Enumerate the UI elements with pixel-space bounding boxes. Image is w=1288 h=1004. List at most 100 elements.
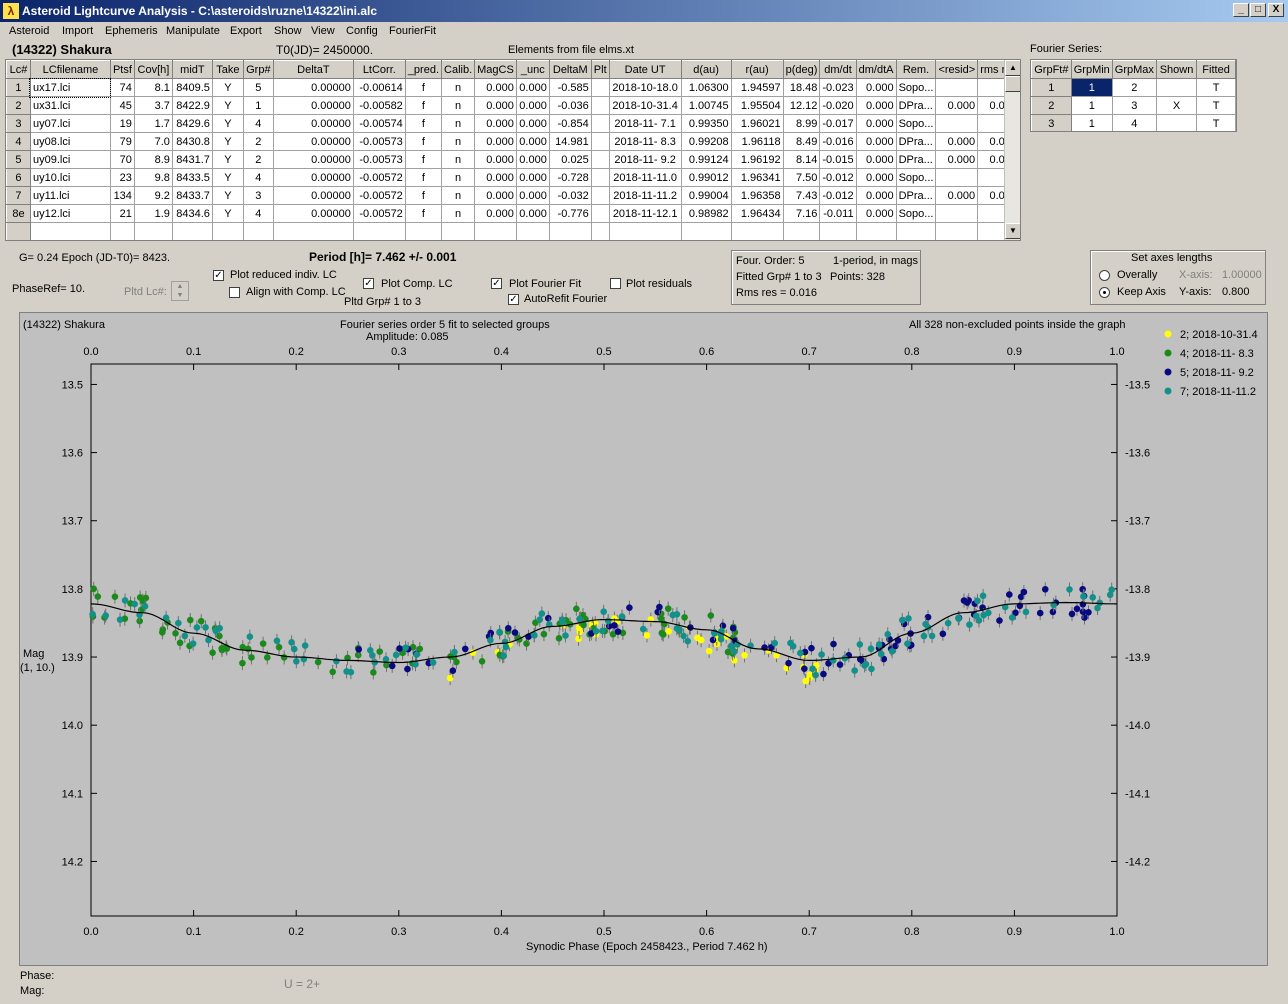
menu-import[interactable]: Import	[62, 25, 94, 37]
table-cell[interactable]: uy10.lci	[29, 168, 111, 187]
table-cell[interactable]: -0.023	[819, 78, 857, 97]
table-cell[interactable]: 8431.7	[171, 150, 213, 169]
table-cell[interactable]: 2018-11- 9.2	[608, 150, 682, 169]
fourier-column-header[interactable]: Shown	[1155, 60, 1198, 79]
table-cell[interactable]: 2018-11-11.2	[608, 186, 682, 205]
column-header[interactable]: Calib.	[441, 60, 476, 79]
column-header[interactable]: DeltaT	[272, 60, 354, 79]
menu-fourierfit[interactable]: FourierFit	[389, 25, 437, 37]
table-cell[interactable]: uy08.lci	[29, 132, 111, 151]
row-header[interactable]: 3	[6, 114, 31, 133]
table-cell[interactable]: 0.000	[474, 96, 517, 115]
menu-asteroid[interactable]: Asteroid	[9, 25, 50, 37]
pltd-lc-spinner[interactable]: ▲ ▼	[171, 281, 189, 301]
table-cell[interactable]: DPra...	[895, 186, 937, 205]
fourier-cell[interactable]: T	[1196, 78, 1236, 97]
menu-show[interactable]: Show	[274, 25, 302, 37]
table-cell[interactable]: 0.00000	[272, 150, 354, 169]
column-header[interactable]: Cov[h]	[133, 60, 173, 79]
table-cell[interactable]: 1.9	[133, 204, 173, 223]
table-cell[interactable]: Y	[211, 114, 244, 133]
scroll-thumb[interactable]	[1005, 76, 1020, 92]
table-cell[interactable]: -0.585	[548, 78, 592, 97]
table-cell[interactable]: 0.99208	[680, 132, 732, 151]
table-cell[interactable]	[730, 222, 784, 240]
plot-fourier-checkbox[interactable]: ✓	[491, 278, 502, 289]
table-cell[interactable]: -0.854	[548, 114, 592, 133]
table-cell[interactable]	[211, 222, 244, 240]
table-cell[interactable]: -0.00614	[352, 78, 406, 97]
table-cell[interactable]: 1.96434	[730, 204, 784, 223]
minimize-button[interactable]: _	[1233, 3, 1249, 17]
table-cell[interactable]: n	[441, 96, 476, 115]
table-cell[interactable]: uy09.lci	[29, 150, 111, 169]
table-cell[interactable]: 0.99004	[680, 186, 732, 205]
table-cell[interactable]: -0.776	[548, 204, 592, 223]
fourier-cell[interactable]: 1	[1070, 78, 1113, 97]
table-cell[interactable]: 0.000	[855, 204, 897, 223]
column-header[interactable]: Plt	[590, 60, 610, 79]
table-cell[interactable]: 2018-11-12.1	[608, 204, 682, 223]
table-cell[interactable]: -0.020	[819, 96, 857, 115]
table-cell[interactable]	[404, 222, 443, 240]
table-cell[interactable]: 0.000	[474, 168, 517, 187]
column-header[interactable]: LCfilename	[29, 60, 111, 79]
column-header[interactable]: MagCS	[474, 60, 517, 79]
table-cell[interactable]: 0.000	[855, 78, 897, 97]
table-cell[interactable]: 45	[109, 96, 135, 115]
fourier-cell[interactable]: T	[1196, 114, 1236, 131]
fourier-row-header[interactable]: 1	[1031, 78, 1072, 97]
table-cell[interactable]: 0.000	[515, 168, 550, 187]
menu-export[interactable]: Export	[230, 25, 262, 37]
table-cell[interactable]: 12.12	[782, 96, 821, 115]
table-cell[interactable]: n	[441, 150, 476, 169]
table-cell[interactable]: -0.00573	[352, 132, 406, 151]
table-cell[interactable]: -0.032	[548, 186, 592, 205]
menu-ephemeris[interactable]: Ephemeris	[105, 25, 158, 37]
table-cell[interactable]: 2018-11-11.0	[608, 168, 682, 187]
plot-residuals-checkbox[interactable]	[610, 278, 621, 289]
table-cell[interactable]	[441, 222, 476, 240]
table-cell[interactable]	[171, 222, 213, 240]
table-cell[interactable]: n	[441, 114, 476, 133]
fourier-column-header[interactable]: GrpMax	[1111, 60, 1157, 79]
menu-config[interactable]: Config	[346, 25, 378, 37]
table-cell[interactable]: 1.96341	[730, 168, 784, 187]
table-cell[interactable]: 1.7	[133, 114, 173, 133]
table-cell[interactable]: 134	[109, 186, 135, 205]
table-cell[interactable]: uy07.lci	[29, 114, 111, 133]
fourier-cell[interactable]	[1155, 114, 1198, 131]
table-row[interactable]: 1 ux17.lci 74 8.1 8409.5 Y 5 0.00000 -0.00614 f n 0…	[6, 77, 1020, 98]
keep-axis-radio[interactable]	[1099, 287, 1110, 298]
table-cell[interactable]: 0.00000	[272, 186, 354, 205]
table-cell[interactable]: 18.48	[782, 78, 821, 97]
table-cell[interactable]	[895, 222, 937, 240]
table-cell[interactable]	[819, 222, 857, 240]
menu-view[interactable]: View	[311, 25, 335, 37]
table-cell[interactable]: DPra...	[895, 96, 937, 115]
fourier-row-header[interactable]: 2	[1031, 96, 1072, 115]
table-cell[interactable]: 0.000	[855, 114, 897, 133]
table-cell[interactable]: Sopo...	[895, 78, 937, 97]
table-cell[interactable]: n	[441, 168, 476, 187]
table-cell[interactable]: 0.000	[855, 168, 897, 187]
table-cell[interactable]: 0.000	[855, 186, 897, 205]
table-row[interactable]: 7 uy11.lci 134 9.2 8433.7 Y 3 0.00000 -0.00572 f n…	[6, 186, 1020, 205]
scroll-down-icon[interactable]: ▼	[1005, 223, 1020, 239]
table-row[interactable]: 6 uy10.lci 23 9.8 8433.5 Y 4 0.00000 -0.00572 f n 0…	[6, 168, 1020, 187]
table-cell[interactable]: 0.000	[935, 150, 979, 169]
column-header[interactable]: Grp#	[242, 60, 274, 79]
column-header[interactable]: _pred.	[404, 60, 443, 79]
table-cell[interactable]: 0.00000	[272, 114, 354, 133]
autorefit-checkbox[interactable]: ✓	[508, 294, 519, 305]
row-header[interactable]: 2	[6, 96, 31, 115]
yaxis-value[interactable]: 0.800	[1222, 286, 1250, 298]
fourier-column-header[interactable]: GrpFt#	[1031, 60, 1072, 79]
align-comp-checkbox[interactable]	[229, 287, 240, 298]
table-cell[interactable]: 0.99012	[680, 168, 732, 187]
close-button[interactable]: X	[1268, 3, 1284, 17]
table-row[interactable]: 2 ux31.lci 45 3.7 8422.9 Y 1 0.00000 -0.00582 f n 0…	[6, 96, 1020, 115]
column-header[interactable]: p(deg)	[782, 60, 821, 79]
